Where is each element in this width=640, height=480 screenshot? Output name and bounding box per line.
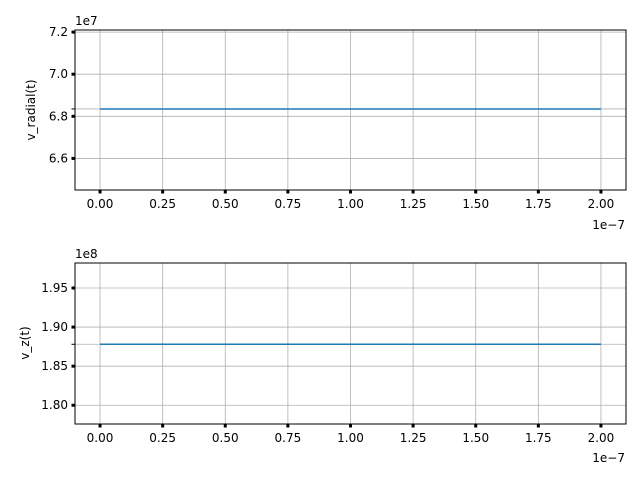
x-tick-label: 0.25: [149, 431, 176, 445]
x-tick-label: 0.50: [212, 431, 239, 445]
x-tick-label: 1.25: [400, 431, 427, 445]
y-tick-label: 6.6: [49, 151, 68, 165]
x-tick-label: 0.25: [149, 197, 176, 211]
y-tick-label: 1.85: [41, 359, 68, 373]
y-tick-label: 1.80: [41, 398, 68, 412]
y-axis-label: v_radial(t): [24, 79, 38, 140]
y-tick-label: 6.8: [49, 109, 68, 123]
x-tick-label: 1.50: [462, 197, 489, 211]
y-tick-label: 1.90: [41, 320, 68, 334]
x-tick-label: 0.75: [275, 197, 302, 211]
subplot-v-radial: 0.00 0.25 0.50 0.75 1.00 1.25 1.50 1.75 2.00 6.6…: [24, 14, 627, 232]
x-offset-label: 1e−7: [592, 218, 625, 232]
x-tick-label: 1.00: [337, 431, 364, 445]
x-tick-label: 1.25: [400, 197, 427, 211]
subplot-v-z: 0.00 0.25 0.50 0.75 1.00 1.25 1.50 1.75 2.00 1.8…: [18, 247, 627, 465]
x-tick-label: 0.50: [212, 197, 239, 211]
x-tick-label: 1.50: [462, 431, 489, 445]
y-offset-label: 1e7: [75, 14, 98, 28]
x-tick-label: 2.00: [588, 197, 615, 211]
x-tick-label: 0.00: [87, 431, 114, 445]
grid: [75, 263, 626, 424]
x-tick-label: 0.00: [87, 197, 114, 211]
y-tick-label: 7.0: [49, 67, 68, 81]
grid: [75, 30, 626, 190]
y-ticks: 1.80 1.85 1.90 1.95: [41, 281, 75, 412]
y-ticks: 6.6 6.8 7.0 7.2: [49, 25, 75, 165]
x-offset-label: 1e−7: [592, 451, 625, 465]
y-tick-label: 7.2: [49, 25, 68, 39]
y-axis-label: v_z(t): [18, 326, 32, 359]
y-tick-label: 1.95: [41, 281, 68, 295]
x-ticks: 0.00 0.25 0.50 0.75 1.00 1.25 1.50 1.75 2.00: [87, 424, 615, 445]
x-tick-label: 1.00: [337, 197, 364, 211]
y-offset-label: 1e8: [75, 247, 98, 261]
x-tick-label: 2.00: [588, 431, 615, 445]
x-tick-label: 1.75: [525, 431, 552, 445]
x-ticks: 0.00 0.25 0.50 0.75 1.00 1.25 1.50 1.75 2.00: [87, 190, 615, 211]
x-tick-label: 0.75: [275, 431, 302, 445]
x-tick-label: 1.75: [525, 197, 552, 211]
